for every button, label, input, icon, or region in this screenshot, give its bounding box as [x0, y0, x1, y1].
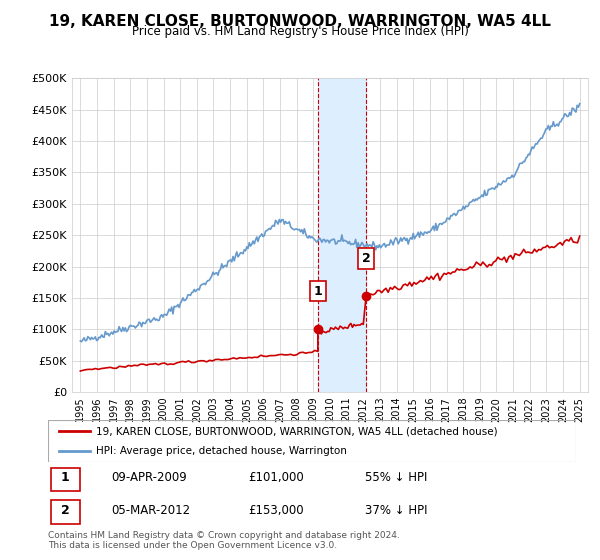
- Bar: [50, 468, 80, 491]
- Text: 37% ↓ HPI: 37% ↓ HPI: [365, 504, 427, 517]
- Text: £153,000: £153,000: [248, 504, 304, 517]
- Text: 19, KAREN CLOSE, BURTONWOOD, WARRINGTON, WA5 4LL: 19, KAREN CLOSE, BURTONWOOD, WARRINGTON,…: [49, 14, 551, 29]
- Bar: [50, 501, 80, 524]
- Bar: [318, 78, 366, 392]
- Text: 09-APR-2009: 09-APR-2009: [112, 472, 187, 484]
- Text: 55% ↓ HPI: 55% ↓ HPI: [365, 472, 427, 484]
- Text: 2: 2: [362, 252, 370, 265]
- Text: HPI: Average price, detached house, Warrington: HPI: Average price, detached house, Warr…: [95, 446, 346, 456]
- Text: 1: 1: [313, 284, 322, 297]
- Text: 05-MAR-2012: 05-MAR-2012: [112, 504, 190, 517]
- Text: £101,000: £101,000: [248, 472, 304, 484]
- Text: Contains HM Land Registry data © Crown copyright and database right 2024.
This d: Contains HM Land Registry data © Crown c…: [48, 530, 400, 550]
- Text: 19, KAREN CLOSE, BURTONWOOD, WARRINGTON, WA5 4LL (detached house): 19, KAREN CLOSE, BURTONWOOD, WARRINGTON,…: [95, 426, 497, 436]
- Text: Price paid vs. HM Land Registry's House Price Index (HPI): Price paid vs. HM Land Registry's House …: [131, 25, 469, 38]
- Text: 1: 1: [61, 472, 69, 484]
- Text: 2: 2: [61, 504, 69, 517]
